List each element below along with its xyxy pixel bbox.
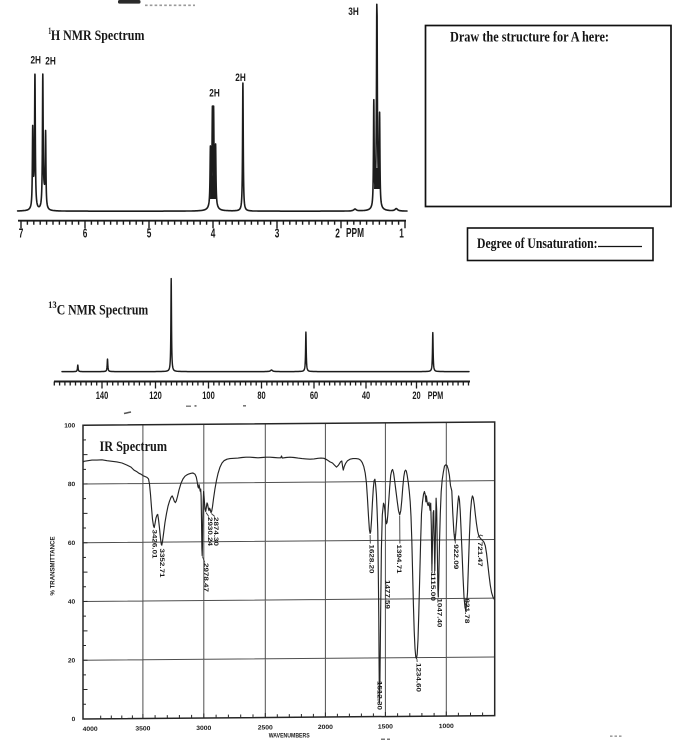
svg-text:60: 60 — [310, 390, 318, 402]
svg-text:2978.47: 2978.47 — [202, 563, 209, 592]
svg-text:2000: 2000 — [318, 724, 334, 731]
svg-text:5: 5 — [147, 227, 152, 241]
svg-text:1047.40: 1047.40 — [436, 598, 443, 627]
svg-text:2H: 2H — [235, 72, 246, 84]
svg-text:4: 4 — [211, 227, 216, 241]
svg-text:100: 100 — [202, 390, 215, 402]
svg-text:4000: 4000 — [83, 726, 99, 733]
svg-text:1500: 1500 — [378, 723, 394, 730]
svg-text:C NMR Spectrum: C NMR Spectrum — [57, 303, 149, 319]
svg-text:2H: 2H — [45, 56, 56, 68]
svg-text:2930.24: 2930.24 — [206, 517, 213, 546]
svg-text:2H: 2H — [209, 88, 220, 100]
svg-text:3000: 3000 — [196, 725, 212, 732]
svg-text:Degree of Unsaturation:: Degree of Unsaturation: — [477, 236, 598, 252]
svg-text:80: 80 — [68, 481, 76, 488]
svg-text:3500: 3500 — [135, 725, 151, 732]
svg-text:100: 100 — [64, 422, 75, 429]
svg-text:20: 20 — [68, 657, 76, 664]
svg-text:13: 13 — [48, 300, 57, 310]
svg-text:PPM: PPM — [428, 390, 444, 402]
svg-text:922.09: 922.09 — [452, 544, 459, 569]
svg-text:60: 60 — [68, 540, 76, 547]
svg-text:2H: 2H — [30, 55, 41, 67]
svg-text:3H: 3H — [348, 6, 359, 18]
svg-text:7: 7 — [19, 227, 24, 241]
svg-text:1000: 1000 — [439, 723, 455, 730]
svg-text:1628.20: 1628.20 — [367, 545, 374, 574]
svg-text:40: 40 — [68, 599, 76, 606]
svg-text:3352.71: 3352.71 — [158, 549, 165, 578]
svg-text:2500: 2500 — [258, 724, 274, 731]
svg-text:1512.30: 1512.30 — [376, 681, 383, 710]
svg-text:1115.00: 1115.00 — [429, 572, 436, 601]
svg-text:2: 2 — [335, 227, 340, 241]
svg-text:0: 0 — [72, 716, 76, 723]
svg-text:1394.71: 1394.71 — [395, 545, 402, 574]
svg-text:1234.60: 1234.60 — [414, 663, 421, 692]
svg-text:721.47: 721.47 — [476, 542, 483, 567]
svg-text:40: 40 — [362, 390, 370, 402]
svg-text:Draw the structure for A here:: Draw the structure for A here: — [450, 30, 609, 46]
svg-text:1: 1 — [399, 227, 404, 241]
svg-text:% TRANSMITTANCE: % TRANSMITTANCE — [50, 537, 56, 596]
svg-text:120: 120 — [149, 390, 162, 402]
svg-text:H NMR Spectrum: H NMR Spectrum — [51, 28, 145, 44]
svg-text:1477.59: 1477.59 — [383, 580, 390, 609]
svg-text:140: 140 — [96, 390, 109, 402]
svg-text:WAVENUMBERS: WAVENUMBERS — [269, 734, 310, 740]
svg-text:6: 6 — [83, 227, 88, 241]
svg-text:PPM: PPM — [346, 226, 364, 240]
svg-text:3426.01: 3426.01 — [151, 530, 158, 559]
svg-text:1: 1 — [48, 26, 51, 36]
svg-text:20: 20 — [412, 390, 420, 402]
svg-text:2874.30: 2874.30 — [212, 517, 219, 546]
svg-text:3: 3 — [275, 227, 280, 241]
svg-text:IR Spectrum: IR Spectrum — [100, 439, 168, 455]
svg-text:80: 80 — [257, 390, 265, 402]
